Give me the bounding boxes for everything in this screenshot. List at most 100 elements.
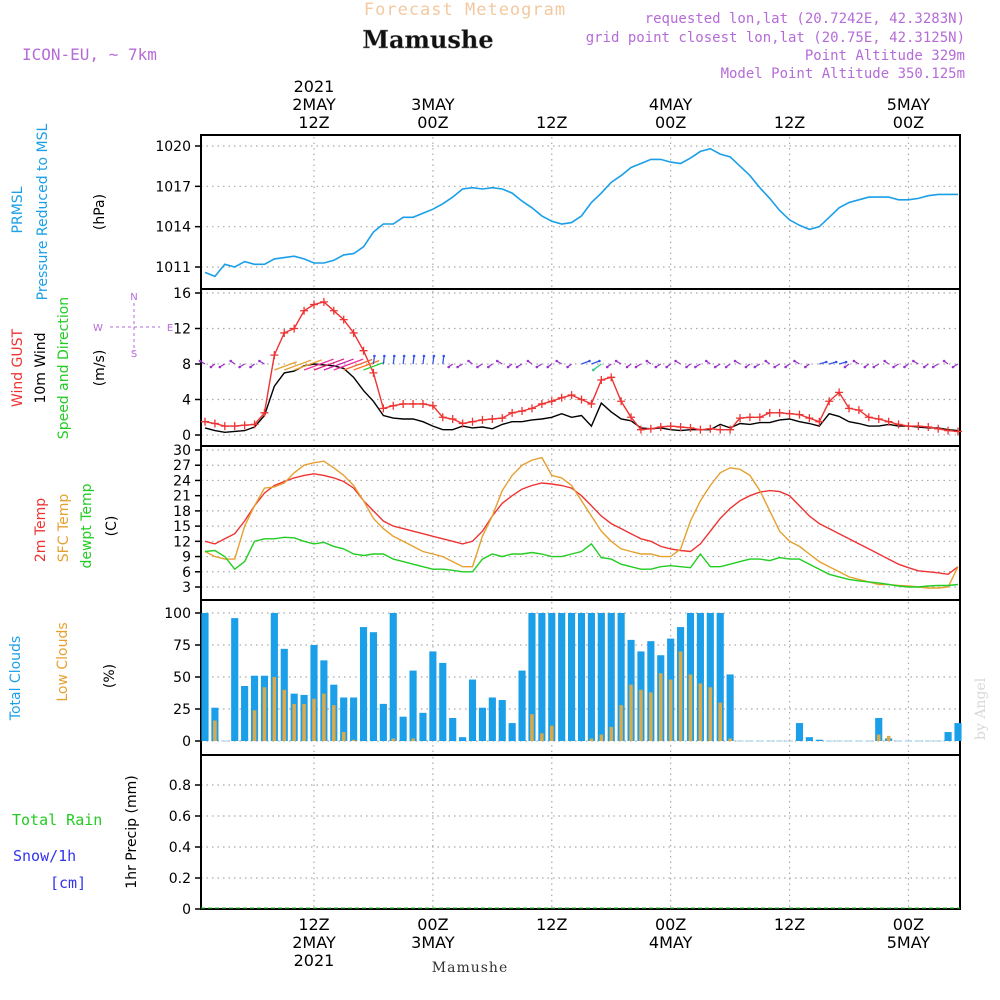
wind-arrow-head [694, 365, 697, 369]
bottom-time-label: 4MAY [649, 933, 693, 952]
gust-marker [894, 420, 903, 429]
wind-arrow [581, 360, 590, 365]
wind-arrow [382, 355, 385, 365]
gust-marker [666, 422, 675, 431]
y-tick-label: 9 [182, 550, 191, 566]
low-cloud-bar [312, 698, 316, 741]
wind-arrow-head [476, 365, 479, 369]
gust-marker [270, 351, 279, 360]
wind-arrow-head [883, 359, 886, 363]
gust-marker [428, 401, 437, 410]
total-cloud-bar [439, 662, 447, 741]
wind-arrow-head [834, 360, 838, 364]
gust-marker [835, 388, 844, 397]
low-cloud-bar [698, 683, 703, 741]
low-cloud-bar [322, 693, 326, 741]
low-clouds-label: Low Clouds [55, 622, 71, 701]
gust-marker [597, 375, 606, 384]
y-tick-label: 4 [182, 393, 191, 409]
top-time-label: 00Z [655, 113, 686, 132]
wind-arrow-head [654, 365, 658, 369]
low-cloud-bar [599, 734, 604, 741]
chart-title: Mamushe [362, 25, 493, 54]
snow-label: Snow/1h [13, 847, 76, 865]
total-cloud-bar [449, 717, 457, 741]
y-tick-label: 0.2 [169, 871, 191, 887]
low-cloud-bar [589, 738, 594, 741]
total-cloud-bar [419, 712, 427, 741]
bottom-time-label: 2MAY [292, 933, 336, 952]
wind-arrow-head [515, 365, 519, 369]
gust-marker [567, 391, 576, 400]
total-cloud-bar [706, 613, 714, 741]
y-tick-label: 1011 [155, 260, 191, 276]
bottom-time-label: 12Z [298, 915, 329, 934]
wind-arrow-head [753, 365, 757, 369]
panel-frame [200, 134, 961, 290]
wind-arrow-head [744, 365, 748, 369]
y-tick-label: 0.8 [169, 778, 191, 794]
compass-s: S [131, 349, 137, 360]
gust-marker [210, 419, 219, 428]
gust-marker [220, 422, 229, 431]
wind-arrow-head [931, 365, 935, 369]
wind-arrow-head [422, 354, 426, 358]
gust-marker [379, 404, 388, 413]
low-cloud-bar [718, 702, 722, 741]
total-cloud-bar [478, 707, 486, 741]
y-tick-label: 27 [173, 458, 191, 474]
y-tick-label: 50 [173, 670, 191, 686]
low-cloud-bar [708, 687, 713, 741]
low-cloud-bar [213, 720, 217, 741]
bottom-time-label: 3MAY [411, 933, 455, 952]
top-time-label: 5MAY [887, 95, 931, 114]
low-cloud-bar [252, 710, 257, 741]
dewpoint-line [204, 536, 959, 588]
wind-arrow-head [546, 365, 550, 369]
wind-arrow-head [614, 359, 618, 363]
bottom-time-label: 12Z [536, 915, 567, 934]
compass-e: E [167, 323, 173, 334]
panel-wind: 0 4 8 12 16 [173, 286, 962, 447]
wind-arrow [293, 359, 322, 371]
bottom-time-label: 00Z [893, 915, 924, 934]
y-tick-label: 0 [182, 428, 191, 444]
wind-label: 10m Wind [33, 332, 49, 403]
total-cloud-bar [350, 697, 358, 741]
wind-arrow-head [249, 365, 252, 369]
gust-marker [577, 395, 586, 404]
gust-marker [399, 399, 408, 408]
gust-marker [706, 424, 715, 433]
total-cloud-bar [538, 613, 546, 741]
model-label: ICON-EU, ~ 7km [22, 45, 157, 64]
gust-marker [369, 368, 378, 377]
wind-arrow-head [674, 359, 677, 363]
low-cloud-bar [629, 684, 633, 741]
total-cloud-bar [875, 717, 883, 741]
wind-arrow-head [824, 360, 828, 364]
gust-marker [527, 404, 536, 413]
total-cloud-bar [340, 697, 348, 741]
total-cloud-bar [607, 613, 615, 741]
bottom-time-label: 12Z [774, 915, 805, 934]
grid-coords: grid point closest lon,lat (20.75E, 42.3… [586, 30, 965, 46]
total-cloud-bar [409, 670, 417, 741]
temp-2m-line [204, 473, 959, 576]
wind-arrow [442, 355, 445, 365]
low-cloud-bar [658, 673, 663, 741]
panel-clouds: 0 25 50 75 100 [164, 599, 962, 756]
low-cloud-bar [619, 705, 623, 741]
wind-arrow [392, 355, 395, 365]
wind-arrow-head [229, 359, 233, 363]
low-cloud-bar [351, 739, 356, 741]
wind-arrow-head [843, 365, 847, 369]
gust-marker [676, 423, 685, 432]
gust-marker [944, 426, 953, 435]
wind-arrow-head [912, 359, 915, 363]
low-cloud-bar [540, 733, 544, 741]
total-cloud-bar [231, 618, 239, 741]
wind-arrow-head [495, 359, 499, 363]
